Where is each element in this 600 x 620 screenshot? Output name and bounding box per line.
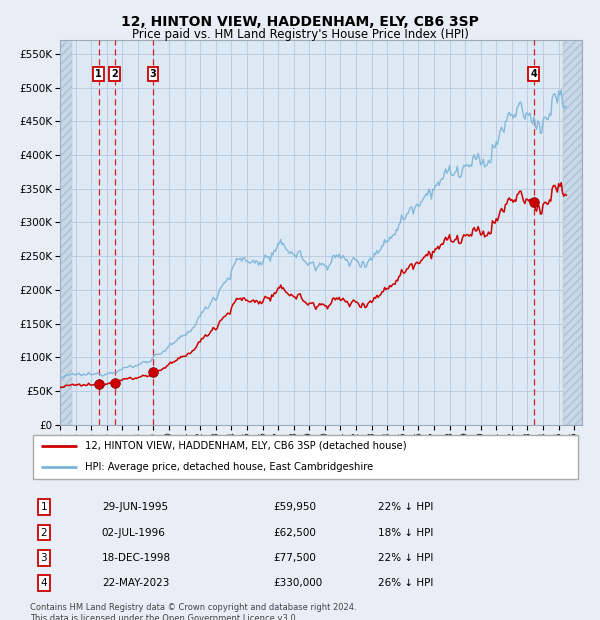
Text: £62,500: £62,500 [273,528,316,538]
Text: 22% ↓ HPI: 22% ↓ HPI [378,553,433,563]
Text: £59,950: £59,950 [273,502,316,512]
Text: 18-DEC-1998: 18-DEC-1998 [102,553,171,563]
FancyBboxPatch shape [33,435,578,479]
Text: 4: 4 [40,578,47,588]
Text: 3: 3 [40,553,47,563]
Text: 22-MAY-2023: 22-MAY-2023 [102,578,169,588]
Text: 1: 1 [95,69,102,79]
Text: 1: 1 [40,502,47,512]
Text: 3: 3 [149,69,156,79]
Text: Contains HM Land Registry data © Crown copyright and database right 2024.
This d: Contains HM Land Registry data © Crown c… [30,603,356,620]
Text: 29-JUN-1995: 29-JUN-1995 [102,502,168,512]
Text: £330,000: £330,000 [273,578,322,588]
Text: 02-JUL-1996: 02-JUL-1996 [102,528,166,538]
Text: 4: 4 [530,69,537,79]
Text: Price paid vs. HM Land Registry's House Price Index (HPI): Price paid vs. HM Land Registry's House … [131,28,469,41]
Text: 2: 2 [40,528,47,538]
Text: 18% ↓ HPI: 18% ↓ HPI [378,528,433,538]
Text: 2: 2 [111,69,118,79]
Text: 12, HINTON VIEW, HADDENHAM, ELY, CB6 3SP (detached house): 12, HINTON VIEW, HADDENHAM, ELY, CB6 3SP… [85,441,407,451]
Text: HPI: Average price, detached house, East Cambridgeshire: HPI: Average price, detached house, East… [85,463,373,472]
Text: 26% ↓ HPI: 26% ↓ HPI [378,578,433,588]
Text: £77,500: £77,500 [273,553,316,563]
Text: 12, HINTON VIEW, HADDENHAM, ELY, CB6 3SP: 12, HINTON VIEW, HADDENHAM, ELY, CB6 3SP [121,16,479,30]
Text: 22% ↓ HPI: 22% ↓ HPI [378,502,433,512]
